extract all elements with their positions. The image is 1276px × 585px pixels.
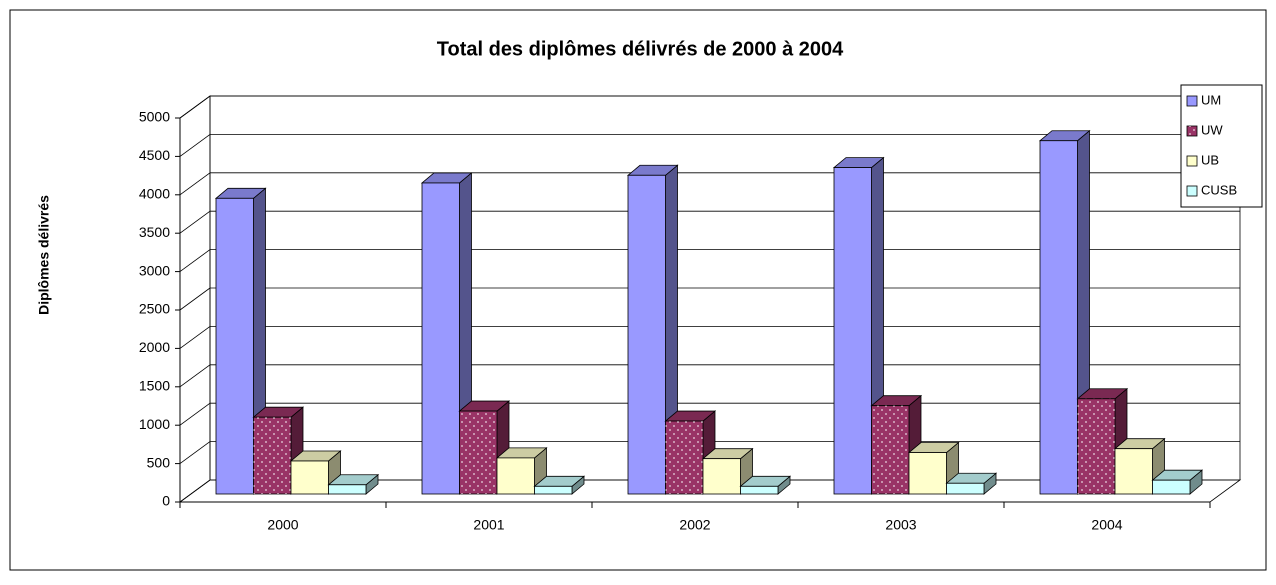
bar — [496, 457, 535, 495]
grid-line-side — [179, 134, 211, 157]
y-tick-label: 5000 — [139, 109, 170, 125]
y-tick-label: 500 — [147, 454, 171, 470]
grid-line-side — [179, 479, 211, 503]
bar — [290, 460, 329, 495]
y-tick-label: 4000 — [139, 186, 170, 202]
bar — [1114, 448, 1153, 495]
bar-pattern — [665, 421, 703, 494]
grid-line-side — [179, 441, 211, 464]
grid-line-side — [179, 287, 211, 311]
y-tick-label: 1000 — [139, 416, 170, 432]
y-tick-label: 2000 — [139, 339, 170, 355]
grid-line-side — [179, 172, 211, 196]
bar — [833, 167, 872, 495]
legend-label: UM — [1201, 92, 1221, 107]
chart-title: Total des diplômes délivrés de 2000 à 20… — [437, 38, 844, 60]
bar-pattern — [1077, 398, 1115, 494]
grid-line-side — [179, 364, 211, 388]
legend-swatch — [1186, 155, 1198, 167]
legend-pattern — [1187, 126, 1197, 136]
x-tick-label: 2004 — [1091, 517, 1122, 533]
grid-line-side — [179, 249, 211, 272]
y-tick-label: 1500 — [139, 378, 170, 394]
y-tick-label: 3500 — [139, 224, 170, 240]
bar — [534, 485, 573, 495]
bar-pattern — [253, 417, 291, 494]
bar — [702, 458, 741, 495]
legend-label: UB — [1201, 152, 1219, 167]
bar — [627, 174, 666, 495]
x-tick-label: 2002 — [679, 517, 710, 533]
x-tick-label: 2000 — [267, 517, 298, 533]
grid-line-side — [179, 95, 211, 119]
bar — [908, 452, 947, 495]
y-axis-label: Diplômes délivrés — [36, 195, 52, 315]
grid-line-side — [179, 402, 211, 426]
bar-pattern — [871, 405, 909, 494]
legend-label: CUSB — [1201, 182, 1237, 197]
bar — [1039, 140, 1078, 495]
grid-line-side — [179, 326, 211, 349]
bar — [215, 197, 254, 495]
bar — [740, 485, 779, 495]
x-tick-label: 2001 — [473, 517, 504, 533]
legend-label: UW — [1201, 122, 1223, 137]
y-tick-label: 3000 — [139, 262, 170, 278]
x-tick-label: 2003 — [885, 517, 916, 533]
bar-pattern — [459, 411, 497, 494]
bar — [1152, 479, 1191, 495]
y-tick-label: 2500 — [139, 301, 170, 317]
legend-swatch — [1186, 95, 1198, 107]
bar — [328, 484, 367, 495]
y-tick-label: 4500 — [139, 147, 170, 163]
bar — [946, 482, 985, 495]
y-tick-label: 0 — [162, 493, 170, 509]
bar — [421, 182, 460, 495]
legend-swatch — [1186, 185, 1198, 197]
grid-line-side — [179, 210, 211, 234]
